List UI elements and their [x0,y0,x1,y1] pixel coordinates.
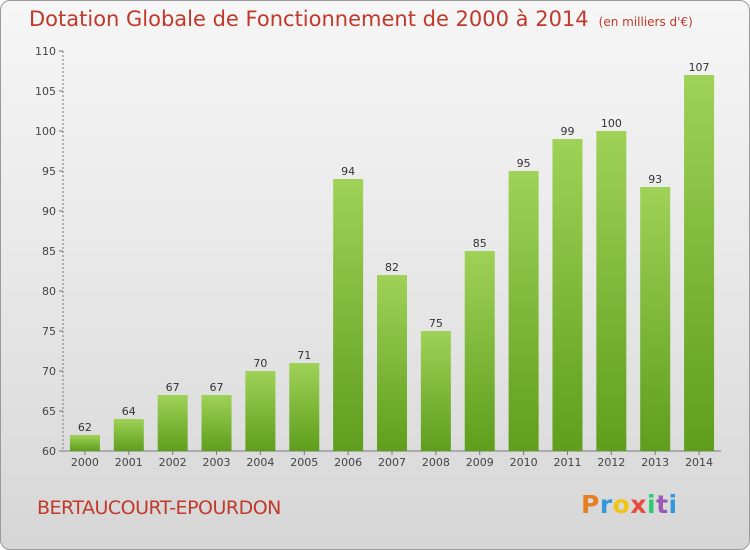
data-label-2010: 95 [517,157,531,170]
bar-2012 [596,131,627,451]
data-label-2000: 62 [78,421,92,434]
commune-name: BERTAUCOURT-EPOURDON [37,497,281,519]
bar-2011 [552,139,583,451]
data-label-2005: 71 [297,349,311,362]
data-label-2013: 93 [648,173,662,186]
bar-2002 [157,395,188,451]
proxiti-logo: Proxiti [581,490,678,519]
bar-2006 [333,179,364,451]
chart-title: Dotation Globale de Fonctionnement de 20… [29,7,693,31]
chart-bars [69,75,715,451]
data-label-2014: 107 [689,61,710,74]
x-tick-label: 2011 [553,456,581,469]
data-label-2001: 64 [122,405,136,418]
x-tick-label: 2013 [641,456,669,469]
data-label-2003: 67 [210,381,224,394]
y-tick-label: 60 [42,445,56,458]
bar-2008 [420,331,451,451]
x-tick-label: 2010 [510,456,538,469]
y-tick-label: 105 [35,85,56,98]
x-tick-label: 2006 [334,456,362,469]
y-tick-label: 100 [35,125,56,138]
data-label-2011: 99 [560,125,574,138]
x-tick-label: 2000 [71,456,99,469]
x-tick-label: 2001 [115,456,143,469]
x-tick-label: 2004 [246,456,274,469]
y-tick-label: 90 [42,205,56,218]
x-tick-label: 2009 [466,456,494,469]
bar-2014 [684,75,715,451]
chart-subtitle: (en milliers d'€) [598,15,693,29]
data-label-2004: 70 [253,357,267,370]
bar-2013 [640,187,671,451]
data-label-2009: 85 [473,237,487,250]
x-tick-label: 2012 [597,456,625,469]
bar-2005 [289,363,320,451]
bar-2010 [508,171,539,451]
bar-2003 [201,395,232,451]
y-tick-label: 95 [42,165,56,178]
x-tick-label: 2008 [422,456,450,469]
y-tick-label: 70 [42,365,56,378]
x-tick-label: 2002 [159,456,187,469]
y-tick-label: 110 [35,45,56,58]
y-tick-label: 80 [42,285,56,298]
x-tick-label: 2007 [378,456,406,469]
bar-2007 [377,275,407,451]
y-tick-label: 65 [42,405,56,418]
bar-2004 [245,371,276,451]
data-label-2002: 67 [166,381,180,394]
data-label-2012: 100 [601,117,622,130]
data-label-2006: 94 [341,165,355,178]
x-tick-label: 2003 [203,456,231,469]
data-label-2007: 82 [385,261,399,274]
x-tick-label: 2005 [290,456,318,469]
x-tick-label: 2014 [685,456,713,469]
chart-labels: 62 64 67 67 70 71 94 82 75 85 95 99 100 93 107 [78,61,710,434]
bar-2009 [464,251,495,451]
y-tick-label: 75 [42,325,56,338]
bar-2001 [113,419,144,451]
data-label-2008: 75 [429,317,443,330]
bar-2000 [69,435,100,451]
y-tick-label: 85 [42,245,56,258]
